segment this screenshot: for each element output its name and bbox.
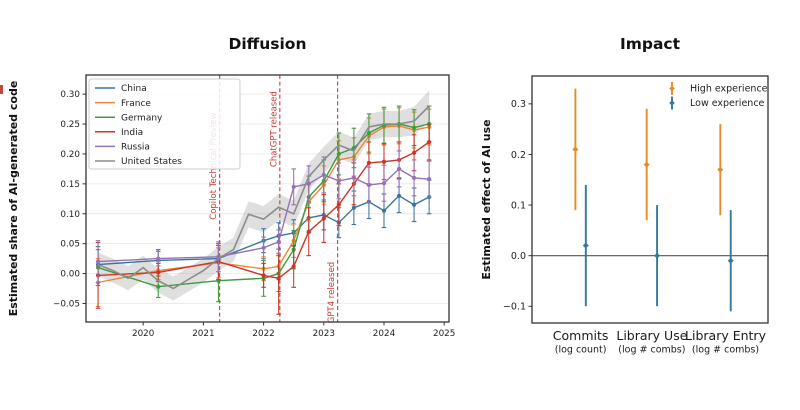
data-point — [366, 130, 372, 136]
x-tick-label: 2025 — [433, 329, 455, 339]
category-label-library-use: Library Use — [616, 328, 687, 343]
x-tick-label: 2022 — [252, 329, 274, 339]
y-tick-label: 0.15 — [60, 180, 80, 190]
data-point — [351, 175, 356, 180]
legend: High experience Low experience — [669, 82, 768, 110]
chart-title: Impact — [620, 35, 681, 53]
data-point — [156, 284, 161, 289]
series-low-experience — [582, 184, 734, 312]
plot-frame — [531, 75, 769, 324]
data-point — [276, 276, 281, 281]
x-tick-label: 2023 — [313, 329, 335, 339]
data-point — [381, 181, 387, 186]
data-point — [654, 252, 661, 259]
legend-label-france: France — [121, 99, 151, 109]
data-point — [582, 242, 589, 249]
y-tick-label: 0.10 — [60, 210, 80, 220]
data-point — [336, 202, 341, 207]
y-tick-label: 0.30 — [60, 90, 80, 100]
data-point — [396, 166, 402, 171]
series-high-experience — [572, 88, 724, 221]
data-point — [336, 178, 341, 183]
category-label-library-entry: Library Entry — [685, 328, 767, 343]
y-tick-label: 0.00 — [60, 270, 80, 280]
data-point — [261, 273, 266, 278]
y-tick-label: −0.1 — [503, 302, 526, 313]
y-tick-label: 0.0 — [511, 251, 526, 262]
y-axis-label: Estimated effect of AI use — [480, 119, 493, 279]
us-confidence-band — [98, 90, 430, 301]
y-axis-label: Estimated share of AI-generated code — [7, 81, 20, 317]
impact-chart: Impact Estimated effect of AI use −0.1 0.0 0… — [480, 35, 769, 356]
data-point — [276, 239, 281, 244]
x-tick-label: 2021 — [192, 329, 214, 339]
data-point — [411, 150, 417, 155]
legend-label-russia: Russia — [121, 143, 150, 153]
y-tick-label: 0.20 — [60, 150, 80, 160]
data-point — [427, 139, 432, 145]
y-tick-label: 0.25 — [60, 120, 80, 130]
data-point — [291, 184, 296, 189]
legend-box — [88, 78, 241, 170]
event-label-chatgpt-released: ChatGPT released — [269, 91, 279, 167]
x-tick-label: 2020 — [132, 329, 155, 339]
legend-label-india: India — [121, 128, 143, 138]
legend: China France Germany India Russia United Stat… — [88, 78, 241, 170]
data-point — [321, 172, 326, 177]
category-sublabel-library-use: (log # combs) — [618, 345, 685, 356]
category-label-commits: Commits — [553, 328, 609, 343]
data-point — [643, 161, 650, 168]
data-point — [572, 146, 579, 153]
cropped-red-mark — [0, 85, 3, 94]
data-point — [717, 166, 724, 173]
legend-label-high-experience: High experience — [690, 84, 768, 95]
y-tick-label: 0.1 — [511, 200, 526, 211]
x-tick-label: 2024 — [373, 329, 396, 339]
series-line — [97, 105, 430, 290]
y-tick-label: 0.2 — [511, 150, 526, 161]
data-point — [95, 259, 101, 264]
chart-title: Diffusion — [229, 35, 307, 53]
legend-marker — [669, 100, 675, 106]
y-tick-label: −0.05 — [53, 299, 80, 309]
data-point — [366, 160, 372, 166]
data-point — [306, 181, 311, 186]
series-united-states — [97, 105, 430, 290]
legend-label-low-experience: Low experience — [690, 98, 765, 109]
data-point — [351, 205, 356, 210]
legend-label-germany: Germany — [121, 113, 163, 123]
data-point — [366, 182, 372, 188]
data-point — [411, 125, 417, 130]
plot-frame — [85, 74, 450, 323]
data-point — [156, 256, 161, 261]
data-point — [396, 193, 402, 198]
data-point — [306, 229, 311, 234]
data-point — [291, 264, 296, 269]
category-sublabel-library-entry: (log # combs) — [692, 345, 759, 356]
data-point — [411, 202, 417, 207]
data-point — [261, 245, 266, 250]
y-tick-label: 0.05 — [60, 240, 80, 250]
legend-marker — [669, 85, 675, 92]
data-point — [321, 216, 326, 221]
data-point — [336, 151, 341, 157]
y-tick-label: 0.3 — [511, 99, 526, 110]
event-label-gpt4-released: GPT4 released — [327, 262, 337, 323]
legend-label-united-states: United States — [121, 157, 182, 167]
data-point — [427, 176, 432, 182]
data-point — [727, 257, 734, 264]
data-point — [381, 159, 387, 164]
diffusion-chart: Diffusion Estimated share of AI-generated… — [7, 35, 455, 339]
data-point — [156, 270, 161, 275]
data-point — [381, 208, 387, 213]
data-point — [411, 175, 417, 180]
category-sublabel-commits: (log count) — [555, 345, 607, 356]
series-russia — [95, 150, 432, 284]
legend-label-china: China — [121, 84, 147, 94]
